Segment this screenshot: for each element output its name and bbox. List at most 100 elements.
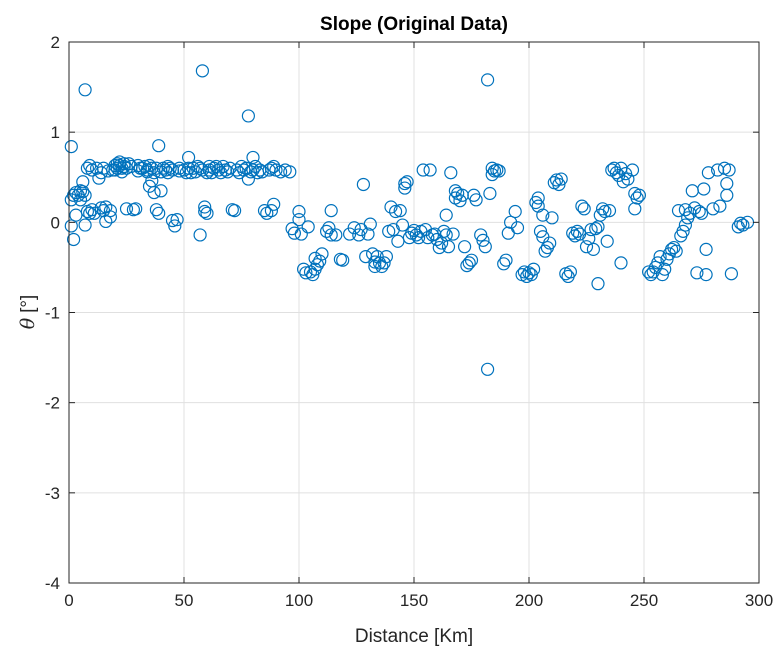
data-point bbox=[198, 200, 212, 214]
data-point bbox=[614, 256, 628, 270]
data-point bbox=[324, 204, 338, 218]
data-point bbox=[632, 188, 647, 202]
data-point bbox=[393, 204, 407, 218]
data-point bbox=[441, 240, 456, 254]
data-point bbox=[526, 262, 541, 276]
data-point bbox=[78, 83, 92, 97]
data-point bbox=[699, 268, 713, 282]
data-point bbox=[246, 150, 260, 165]
data-point bbox=[379, 249, 393, 264]
data-point bbox=[64, 139, 78, 154]
data-point bbox=[483, 186, 497, 201]
data-point bbox=[389, 204, 403, 219]
data-point bbox=[499, 253, 513, 267]
y-tick-label: 1 bbox=[51, 123, 60, 142]
data-point bbox=[733, 216, 748, 230]
data-point bbox=[706, 202, 720, 216]
data-point bbox=[395, 218, 410, 232]
data-point bbox=[508, 204, 522, 219]
data-point bbox=[667, 240, 681, 255]
data-point bbox=[722, 163, 736, 177]
data-point bbox=[462, 256, 476, 270]
data-point bbox=[522, 266, 536, 280]
data-point bbox=[168, 219, 182, 233]
data-point bbox=[66, 232, 81, 247]
data-point bbox=[437, 224, 451, 238]
data-point bbox=[200, 206, 214, 220]
data-point bbox=[292, 213, 306, 227]
data-point bbox=[458, 240, 472, 254]
data-point bbox=[320, 224, 334, 238]
x-tick-label: 150 bbox=[400, 591, 428, 610]
x-tick-label: 50 bbox=[175, 591, 194, 610]
data-point bbox=[628, 202, 642, 216]
data-point bbox=[78, 218, 92, 232]
data-point bbox=[669, 244, 683, 258]
y-tick-label: 0 bbox=[51, 213, 60, 232]
data-point bbox=[129, 202, 143, 216]
data-point bbox=[193, 161, 207, 175]
y-axis-label: θ [°] bbox=[17, 295, 39, 330]
data-points bbox=[64, 64, 755, 376]
data-point bbox=[485, 167, 499, 182]
data-point bbox=[228, 204, 242, 218]
data-point bbox=[94, 201, 108, 215]
data-point bbox=[545, 211, 559, 225]
data-point bbox=[678, 218, 693, 232]
data-point bbox=[582, 231, 596, 246]
data-point bbox=[720, 188, 734, 202]
data-point bbox=[103, 210, 118, 224]
data-point bbox=[630, 191, 644, 205]
data-point bbox=[481, 73, 495, 87]
data-point bbox=[315, 247, 329, 261]
data-point bbox=[193, 228, 207, 242]
data-point bbox=[609, 166, 624, 180]
data-point bbox=[147, 185, 161, 200]
y-tick-label: -3 bbox=[45, 484, 60, 503]
data-point bbox=[398, 176, 412, 191]
x-tick-label: 200 bbox=[515, 591, 543, 610]
data-point bbox=[313, 254, 327, 268]
data-point bbox=[110, 161, 124, 175]
data-point bbox=[577, 202, 591, 216]
data-point bbox=[536, 208, 550, 222]
data-point bbox=[154, 184, 168, 198]
data-point bbox=[439, 208, 453, 222]
data-point bbox=[625, 163, 640, 177]
data-point bbox=[142, 158, 157, 173]
data-point bbox=[400, 175, 414, 189]
data-point bbox=[694, 206, 709, 220]
data-point bbox=[584, 222, 598, 237]
data-point bbox=[713, 199, 727, 213]
data-point bbox=[492, 164, 506, 178]
data-point bbox=[230, 163, 244, 177]
y-axis-unit: [°] bbox=[18, 295, 39, 313]
data-point bbox=[257, 204, 272, 218]
x-tick-label: 0 bbox=[64, 591, 73, 610]
data-point bbox=[575, 199, 589, 213]
data-point bbox=[478, 240, 492, 254]
data-point bbox=[554, 172, 568, 186]
data-point bbox=[724, 267, 739, 281]
data-point bbox=[292, 204, 306, 219]
data-point bbox=[255, 165, 269, 179]
data-point bbox=[267, 197, 281, 211]
y-tick-label: -1 bbox=[45, 304, 60, 323]
x-tick-label: 300 bbox=[745, 591, 773, 610]
data-point bbox=[301, 220, 315, 234]
data-point bbox=[469, 193, 483, 207]
data-point bbox=[368, 259, 382, 274]
chart-title: Slope (Original Data) bbox=[320, 14, 508, 35]
data-point bbox=[152, 139, 166, 153]
data-point bbox=[170, 213, 184, 227]
data-point bbox=[195, 64, 209, 78]
data-point bbox=[586, 242, 601, 256]
data-point bbox=[241, 109, 255, 123]
y-tick-label: -4 bbox=[45, 574, 60, 593]
data-point bbox=[589, 222, 603, 236]
data-point bbox=[692, 204, 706, 219]
data-point bbox=[76, 185, 90, 199]
data-point bbox=[481, 362, 495, 376]
data-point bbox=[198, 204, 212, 219]
